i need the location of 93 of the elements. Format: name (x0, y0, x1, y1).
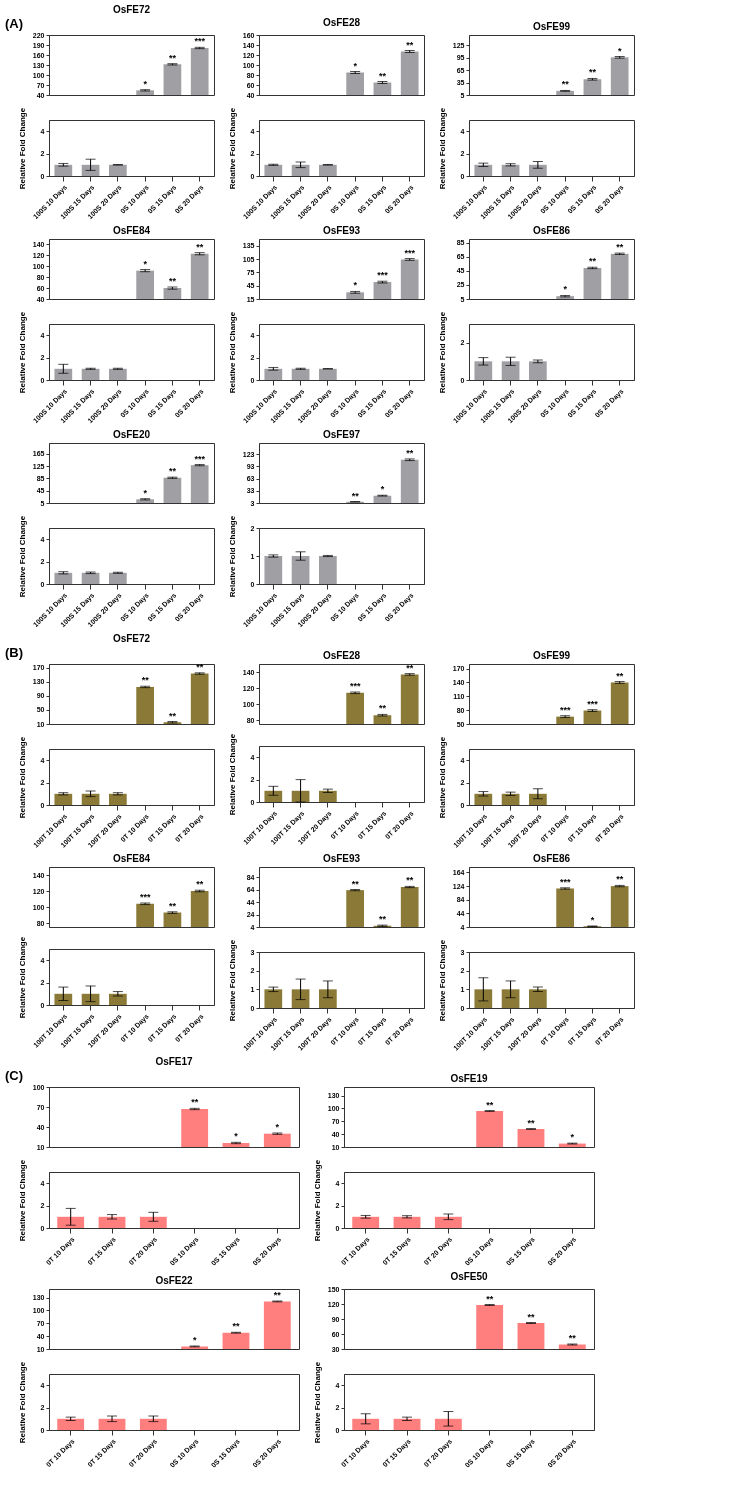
annotation: ** (191, 1097, 199, 1108)
annotation: *** (377, 270, 389, 281)
chart-title: OsFE50 (450, 1271, 489, 1282)
annotation: * (563, 284, 568, 295)
annotation: *** (559, 704, 571, 715)
chart-title: OsFE86 (532, 224, 571, 236)
chart-title: OsFE93 (322, 853, 361, 864)
chart-title: OsFE72 (112, 633, 151, 644)
y-axis-title: Relative Fold Change (17, 515, 27, 598)
annotation: ** (406, 875, 414, 886)
annotation: *** (139, 892, 151, 902)
annotation: ** (168, 52, 177, 63)
annotation: * (380, 484, 385, 495)
annotation: ** (168, 276, 177, 286)
annotation: ** (232, 1321, 240, 1332)
annotation: ** (168, 466, 177, 477)
y-axis-title: Relative Fold Change (227, 733, 237, 816)
annotation: ** (616, 242, 624, 253)
y-axis-title: Relative Fold Change (312, 1159, 322, 1242)
y-axis-title: Relative Fold Change (437, 107, 447, 190)
annotation: * (143, 487, 148, 498)
chart-title: OsFE84 (112, 225, 151, 236)
y-axis-title: Relative Fold Change (17, 311, 27, 394)
annotation: ** (196, 661, 204, 672)
chart-title: OsFE99 (532, 650, 571, 661)
annotation: * (143, 258, 148, 269)
annotation: ** (196, 241, 204, 252)
annotation: ** (141, 675, 150, 686)
annotation: * (234, 1131, 239, 1142)
annotation: *** (559, 876, 571, 887)
y-axis-title: Relative Fold Change (227, 107, 237, 190)
annotation: ** (616, 874, 624, 885)
annotation: *** (194, 36, 206, 47)
annotation: ** (168, 710, 177, 721)
annotation: ** (351, 490, 360, 501)
annotation: ** (406, 447, 414, 458)
y-axis-title: Relative Fold Change (312, 1361, 322, 1444)
annotation: * (590, 914, 595, 925)
y-axis-title: Relative Fold Change (227, 515, 237, 598)
annotation: ** (486, 1099, 494, 1110)
y-axis-title: Relative Fold Change (17, 1361, 27, 1444)
text: (B) (5, 645, 24, 660)
annotation: * (192, 1335, 197, 1345)
annotation: ** (168, 900, 177, 911)
chart-title: OsFE28 (322, 649, 361, 661)
y-axis-title: Relative Fold Change (227, 311, 237, 394)
text: (A) (5, 16, 24, 31)
chart-title: OsFE93 (322, 225, 361, 236)
annotation: ** (378, 703, 387, 714)
y-axis-title: Relative Fold Change (17, 936, 27, 1019)
chart-title: OsFE72 (112, 4, 151, 15)
annotation: ** (273, 1290, 282, 1300)
annotation: *** (404, 247, 416, 258)
y-axis-title: Relative Fold Change (17, 736, 27, 819)
chart-title: OsFE97 (322, 429, 361, 440)
annotation: ** (616, 670, 624, 681)
annotation: ** (527, 1311, 535, 1322)
annotation: ** (588, 67, 597, 78)
annotation: * (617, 45, 622, 56)
y-axis-title: Relative Fold Change (17, 1159, 27, 1242)
annotation: *** (349, 681, 361, 691)
y-axis-title: Relative Fold Change (227, 939, 237, 1022)
annotation: ** (527, 1117, 535, 1128)
y-axis-title: Relative Fold Change (17, 107, 27, 190)
annotation: * (143, 78, 148, 89)
annotation: *** (194, 453, 206, 464)
annotation: ** (568, 1333, 577, 1343)
annotation: * (570, 1132, 575, 1143)
annotation: * (275, 1122, 280, 1132)
chart-title: OsFE20 (112, 429, 151, 440)
annotation: ** (378, 70, 387, 81)
chart-title: OsFE86 (532, 853, 571, 864)
chart-title: OsFE22 (155, 1275, 194, 1286)
chart-title: OsFE99 (532, 21, 571, 32)
annotation: ** (378, 914, 387, 925)
chart-title: OsFE84 (112, 853, 151, 864)
annotation: * (353, 60, 358, 71)
y-axis-title: Relative Fold Change (437, 939, 447, 1022)
annotation: ** (588, 256, 597, 267)
chart-title: OsFE19 (450, 1073, 489, 1084)
y-axis-title: Relative Fold Change (437, 736, 447, 819)
chart-title: OsFE17 (155, 1056, 194, 1067)
annotation: * (353, 280, 358, 291)
annotation: ** (406, 662, 414, 673)
chart-title: OsFE28 (322, 17, 361, 28)
annotation: ** (406, 39, 414, 50)
annotation: ** (196, 879, 204, 890)
annotation: ** (351, 878, 360, 889)
text: (C) (5, 1068, 24, 1083)
annotation: *** (587, 698, 599, 709)
y-axis-title: Relative Fold Change (437, 311, 447, 394)
annotation: ** (486, 1293, 494, 1304)
annotation: ** (561, 79, 570, 90)
